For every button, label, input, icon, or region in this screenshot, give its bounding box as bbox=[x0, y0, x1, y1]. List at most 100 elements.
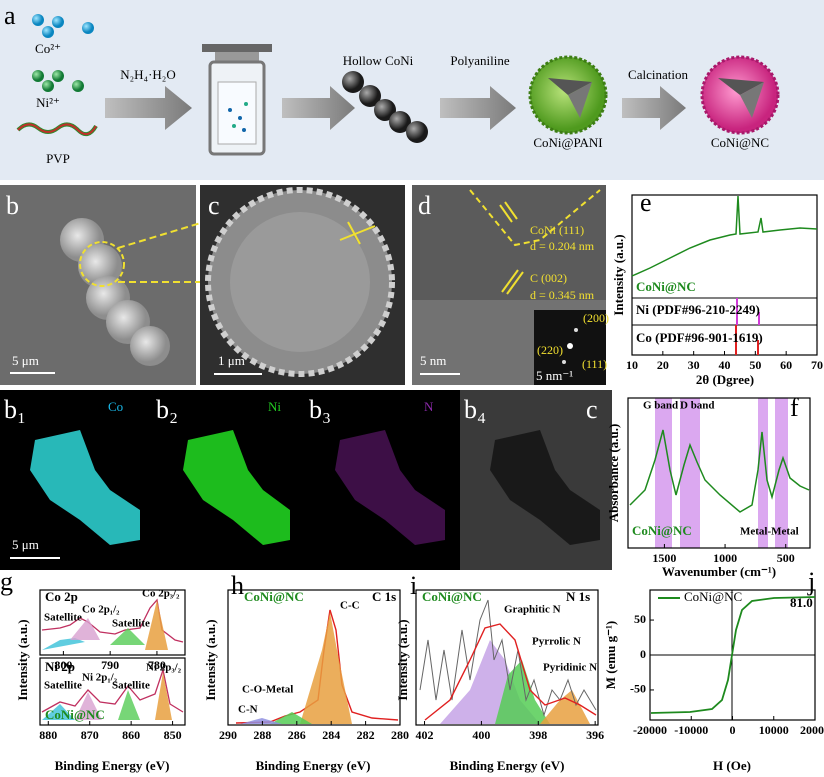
circle-shape bbox=[244, 102, 248, 106]
path-shape bbox=[70, 618, 100, 640]
polygon-shape bbox=[105, 86, 192, 130]
label: c bbox=[586, 395, 598, 424]
circle-shape bbox=[574, 328, 578, 332]
path-shape bbox=[41, 667, 184, 713]
label: CoNi@NC bbox=[636, 279, 696, 294]
x-tick-label: 20 bbox=[657, 358, 669, 372]
polygon-shape bbox=[282, 86, 355, 130]
path-shape bbox=[155, 672, 172, 720]
x-tick-label: 870 bbox=[81, 728, 99, 742]
label: Satellite bbox=[112, 618, 150, 630]
label: Satellite bbox=[112, 680, 150, 692]
label: Hollow CoNi bbox=[343, 53, 414, 68]
label: Ni 2p₃/₂ bbox=[146, 662, 182, 674]
label: Binding Energy (eV) bbox=[450, 758, 565, 773]
circle-shape bbox=[82, 22, 94, 34]
x-tick-label: 1000 bbox=[713, 551, 737, 565]
label: D band bbox=[680, 400, 715, 412]
circle-shape bbox=[242, 128, 246, 132]
x-tick-label: 396 bbox=[586, 728, 604, 742]
path-shape bbox=[300, 612, 352, 724]
x-tick-label: 850 bbox=[164, 728, 182, 742]
x-tick-label: 790 bbox=[101, 658, 119, 672]
x-tick-label: 288 bbox=[253, 728, 271, 742]
x-tick-label: 290 bbox=[219, 728, 237, 742]
circle-shape bbox=[374, 99, 396, 121]
polygon-shape bbox=[440, 86, 516, 130]
label: CoNi@NC bbox=[422, 589, 482, 604]
label: Binding Energy (eV) bbox=[256, 758, 371, 773]
circle-shape bbox=[79, 241, 125, 287]
x-tick-label: 10000 bbox=[759, 723, 789, 737]
label: g bbox=[0, 567, 13, 596]
circle-shape bbox=[406, 121, 428, 143]
label: Intensity (a.u.) bbox=[15, 619, 30, 700]
path-shape bbox=[495, 660, 550, 724]
y-tick-label: 50 bbox=[634, 612, 646, 626]
circle-shape bbox=[567, 343, 573, 349]
label: Intensity (a.u.) bbox=[203, 619, 218, 700]
polygon-shape bbox=[718, 78, 764, 95]
rect-shape bbox=[758, 398, 768, 548]
rect-shape bbox=[39, 657, 186, 726]
line-shape bbox=[347, 221, 361, 245]
x-tick-label: -10000 bbox=[674, 723, 708, 737]
label: 5 nm⁻¹ bbox=[536, 368, 573, 383]
x-tick-label: 282 bbox=[357, 728, 375, 742]
x-tick-label: 70 bbox=[811, 358, 823, 372]
circle-shape bbox=[42, 80, 54, 92]
path-shape bbox=[118, 690, 140, 720]
label: (111) bbox=[582, 357, 607, 371]
circle-shape bbox=[32, 70, 44, 82]
x-tick-label: 402 bbox=[416, 728, 434, 742]
x-tick-label: 880 bbox=[39, 728, 57, 742]
x-tick-label: -20000 bbox=[633, 723, 667, 737]
label: 5 μm bbox=[12, 537, 39, 552]
label: Ni bbox=[268, 399, 281, 414]
label: C-N bbox=[238, 704, 258, 716]
rect-shape bbox=[0, 0, 824, 180]
label: Intensity (a.u.) bbox=[611, 234, 626, 315]
path-shape bbox=[270, 712, 312, 724]
circle-shape bbox=[342, 71, 364, 93]
circle-shape bbox=[230, 212, 370, 352]
label: CoNi (111) bbox=[530, 223, 584, 237]
label: Satellite bbox=[44, 612, 82, 624]
line-shape bbox=[117, 221, 205, 249]
line-shape bbox=[506, 271, 524, 295]
x-tick-label: 286 bbox=[288, 728, 306, 742]
path-shape bbox=[424, 623, 597, 721]
label: Co 2p₃/₂ bbox=[142, 588, 180, 600]
label: 81.0 bbox=[790, 595, 813, 610]
circle-shape bbox=[42, 26, 54, 38]
path-shape bbox=[30, 430, 140, 545]
circle-shape bbox=[52, 16, 64, 28]
rect-shape bbox=[305, 390, 460, 570]
circle-shape bbox=[32, 14, 44, 26]
label: f bbox=[790, 393, 799, 422]
label: h bbox=[231, 571, 244, 600]
label: Intensity (a.u.) bbox=[395, 619, 410, 700]
line-shape bbox=[504, 201, 518, 220]
y-tick-label: 0 bbox=[640, 647, 646, 661]
label: Polyaniline bbox=[450, 53, 509, 68]
path-shape bbox=[650, 596, 816, 714]
path-shape bbox=[183, 430, 290, 545]
label: (200) bbox=[583, 311, 609, 325]
x-tick-label: 50 bbox=[749, 358, 761, 372]
rect-shape bbox=[215, 52, 259, 62]
x-tick-label: 400 bbox=[472, 728, 490, 742]
label: 1 μm bbox=[218, 353, 245, 368]
label: Ni (PDF#96-210-2249) bbox=[636, 302, 760, 317]
circle-shape bbox=[562, 360, 566, 364]
line-shape bbox=[339, 225, 376, 241]
label: Pyridinic N bbox=[543, 662, 597, 674]
label: Co²⁺ bbox=[35, 41, 61, 56]
label: N 1s bbox=[566, 589, 590, 604]
label: b₄ bbox=[464, 395, 486, 424]
label: b₁ bbox=[4, 395, 26, 424]
label: CoNi@NC bbox=[711, 135, 769, 150]
circle-shape bbox=[389, 111, 411, 133]
path-shape bbox=[540, 690, 590, 724]
